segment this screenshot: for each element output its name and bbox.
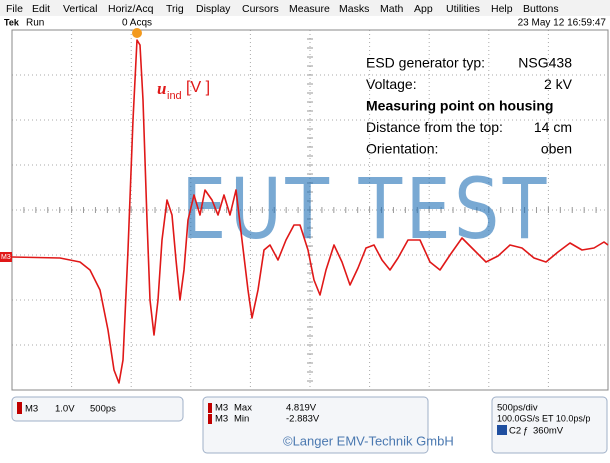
datetime: 23 May 12 16:59:47 [518, 18, 607, 29]
annotation-subscript: ind [167, 90, 182, 102]
graticule-border [11, 29, 609, 391]
menu-item[interactable]: Measure [289, 3, 330, 15]
menu-item[interactable]: Help [491, 3, 513, 15]
trigger-level: 360mV [533, 426, 564, 437]
acquisitions: 0 Acqs [122, 18, 152, 29]
measurement-box [202, 396, 429, 454]
trigger-color [497, 425, 507, 435]
brand: Tek [4, 17, 20, 27]
info-label: ESD generator typ: [366, 55, 485, 71]
trigger-position [132, 28, 142, 38]
channel-time: 500ps [90, 404, 116, 415]
menu-item[interactable]: App [414, 3, 433, 15]
measurement-source: M3 [215, 403, 228, 414]
channel-box [11, 396, 184, 422]
measurements: M3 Max 4.819V M3 Min -2.883V [208, 403, 320, 425]
channel-marker: M3 [1, 254, 11, 261]
measurement-color [208, 414, 212, 424]
info-label: Distance from the top: [366, 119, 503, 135]
graticule [11, 29, 609, 391]
info-label: Orientation: [366, 141, 438, 157]
timebase-box [491, 396, 608, 454]
measurement-label: Min [234, 414, 249, 425]
run-state: Run [26, 18, 44, 29]
menu-item[interactable]: Masks [339, 3, 369, 15]
measurement-color [208, 403, 212, 413]
channel-name: M3 [25, 404, 38, 415]
annotation-symbol: u [157, 79, 166, 98]
info-value: NSG438 [518, 55, 572, 71]
sample-rate: 100.0GS/s ET 10.0ps/p [497, 413, 590, 423]
menu-item[interactable]: Math [380, 3, 404, 15]
measurement-label: Max [234, 403, 252, 414]
channel-scale: 1.0V [55, 404, 75, 415]
measurement-value: -2.883V [286, 414, 320, 425]
measurement-source: M3 [215, 414, 228, 425]
menu-item[interactable]: Utilities [446, 3, 480, 15]
menu-item[interactable]: Cursors [242, 3, 279, 15]
menu-item[interactable]: Horiz/Acq [108, 3, 154, 15]
watermark: EUT TEST [181, 162, 549, 259]
copyright: ©Langer EMV-Technik GmbH [283, 433, 454, 448]
menu-bar [0, 0, 610, 16]
menu-item[interactable]: Edit [32, 3, 50, 15]
info-value: oben [541, 141, 572, 157]
status-bar [0, 16, 610, 30]
measurement-value: 4.819V [286, 403, 317, 414]
info-label: Voltage: [366, 76, 417, 92]
timebase-per-div: 500ps/div [497, 403, 538, 414]
channel-color [17, 402, 22, 414]
menu-item[interactable]: Buttons [523, 3, 559, 15]
trigger-slope: ƒ [523, 426, 528, 437]
menu-item[interactable]: File [6, 3, 23, 15]
menu-item[interactable]: Trig [166, 3, 184, 15]
trigger-source: C2 [509, 426, 521, 437]
info-value: 14 cm [534, 119, 572, 135]
info-label: Measuring point on housing [366, 98, 553, 114]
menu-item[interactable]: Vertical [63, 3, 97, 15]
waveform [11, 39, 609, 384]
info-block: ESD generator typ: NSG438 Voltage: 2 kV Meas… [366, 55, 573, 157]
annotation-unit: [V ] [186, 79, 210, 96]
menu-item[interactable]: Display [196, 3, 231, 15]
info-value: 2 kV [544, 76, 573, 92]
channel-marker-box [0, 252, 12, 262]
